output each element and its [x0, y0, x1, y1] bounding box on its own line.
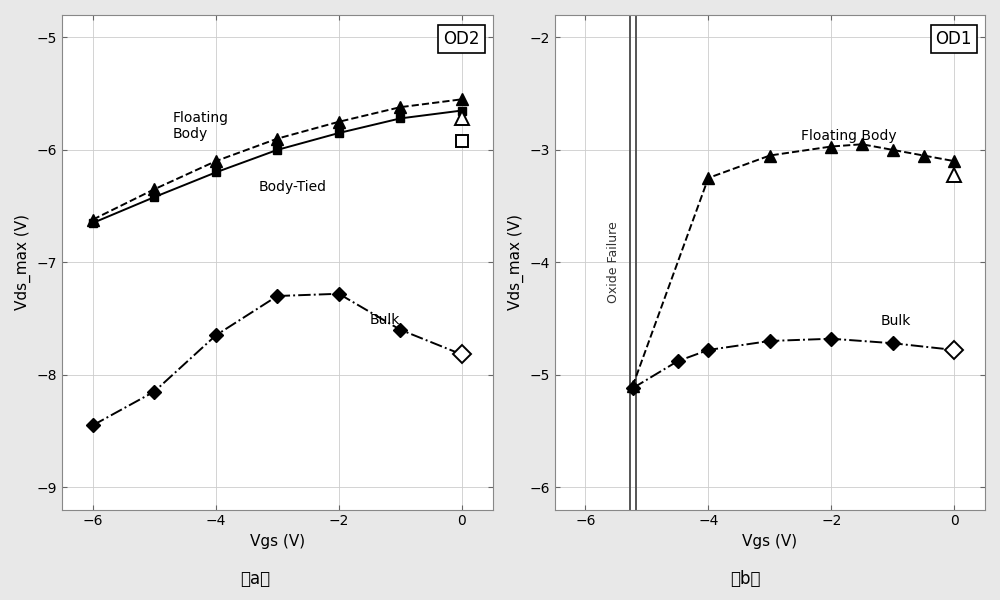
- Text: Body-Tied: Body-Tied: [259, 180, 327, 194]
- Y-axis label: Vds_max (V): Vds_max (V): [15, 214, 31, 310]
- Text: Bulk: Bulk: [370, 313, 400, 327]
- Y-axis label: Vds_max (V): Vds_max (V): [508, 214, 524, 310]
- X-axis label: Vgs (V): Vgs (V): [250, 534, 305, 549]
- Text: （b）: （b）: [730, 570, 760, 588]
- X-axis label: Vgs (V): Vgs (V): [742, 534, 797, 549]
- Text: （a）: （a）: [240, 570, 270, 588]
- Text: Floating
Body: Floating Body: [173, 110, 229, 141]
- Text: OD1: OD1: [936, 30, 972, 48]
- Text: Bulk: Bulk: [880, 314, 911, 328]
- Text: Oxide Failure: Oxide Failure: [607, 221, 620, 303]
- Text: OD2: OD2: [443, 30, 480, 48]
- Text: Floating Body: Floating Body: [801, 130, 896, 143]
